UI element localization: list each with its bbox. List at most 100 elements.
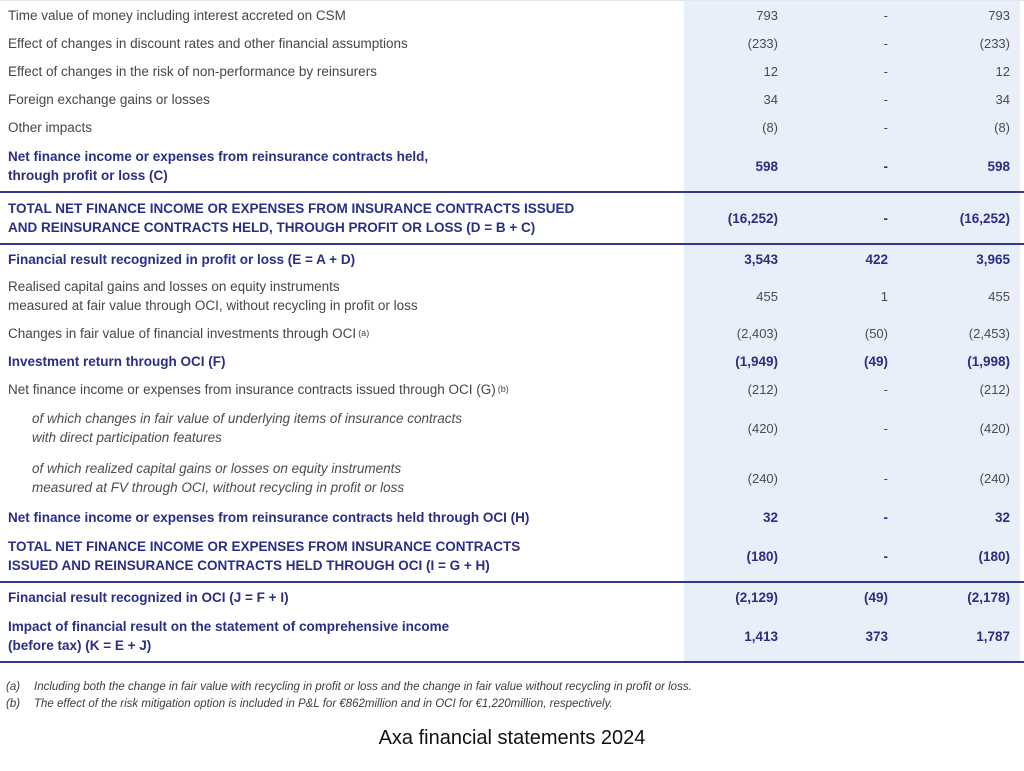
financial-result-table: Time value of money including interest a…	[0, 0, 1024, 663]
row-label: Investment return through OCI (F)	[0, 347, 684, 375]
value-cell-col1: (2,129)	[735, 589, 778, 605]
table-row: Investment return through OCI (F) (1,949)…	[0, 347, 1024, 375]
row-label: of which changes in fair value of underl…	[0, 403, 684, 453]
value-cell-col2: -	[883, 420, 888, 436]
footnote-text: Including both the change in fair value …	[34, 681, 692, 693]
row-label: Other impacts	[0, 113, 684, 141]
table-row: Net finance income or expenses from rein…	[0, 141, 1024, 193]
row-values-panel: (1,949) (49) (1,998)	[684, 347, 1020, 375]
value-cell-col3: 34	[995, 91, 1010, 107]
row-label: Impact of financial result on the statem…	[0, 611, 684, 661]
value-cell-col1: 598	[755, 158, 778, 174]
footnote: (b) The effect of the risk mitigation opt…	[6, 696, 1024, 713]
row-label: Effect of changes in discount rates and …	[0, 29, 684, 57]
value-cell-col1: (8)	[762, 119, 778, 135]
row-label: Net finance income or expenses from rein…	[0, 503, 684, 531]
row-values-panel: 455 1 455	[684, 273, 1020, 319]
value-cell-col2: (49)	[863, 353, 888, 369]
row-values-panel: (16,252) - (16,252)	[684, 193, 1020, 243]
table-row: Changes in fair value of financial inves…	[0, 319, 1024, 347]
row-label-text: Effect of changes in the risk of non-per…	[8, 63, 377, 79]
row-label-text: of which changes in fair value of underl…	[32, 411, 462, 445]
row-label-text: Impact of financial result on the statem…	[8, 619, 450, 653]
row-values-panel: (8) - (8)	[684, 113, 1020, 141]
value-cell-col3: 32	[994, 509, 1010, 525]
table-row: Other impacts (8) - (8)	[0, 113, 1024, 141]
table-row: Realised capital gains and losses on equ…	[0, 273, 1024, 319]
value-cell-col3: 3,965	[976, 251, 1010, 267]
value-cell-col2: -	[883, 509, 889, 525]
value-cell-col1: 34	[763, 91, 778, 107]
row-values-panel: (233) - (233)	[684, 29, 1020, 57]
table-row: Time value of money including interest a…	[0, 1, 1024, 29]
value-cell-col1: 12	[763, 63, 778, 79]
value-cell-col2: -	[883, 470, 888, 486]
row-label: TOTAL NET FINANCE INCOME OR EXPENSES FRO…	[0, 193, 684, 243]
row-label: Financial result recognized in OCI (J = …	[0, 583, 684, 611]
value-cell-col1: 455	[756, 288, 778, 304]
value-cell-col3: (2,178)	[967, 589, 1010, 605]
value-cell-col2: -	[883, 158, 889, 174]
table-row: Effect of changes in discount rates and …	[0, 29, 1024, 57]
row-label: Effect of changes in the risk of non-per…	[0, 57, 684, 85]
footnote: (a) Including both the change in fair val…	[6, 679, 1024, 696]
value-cell-col1: (212)	[747, 381, 778, 397]
footnote-marker: (a)	[6, 681, 21, 693]
value-cell-col3: 12	[995, 63, 1010, 79]
table-row: Net finance income or expenses from insu…	[0, 375, 1024, 403]
table-row: Effect of changes in the risk of non-per…	[0, 57, 1024, 85]
value-cell-col1: (2,403)	[736, 325, 778, 341]
row-label: Time value of money including interest a…	[0, 1, 684, 29]
page-caption: Axa financial statements 2024	[378, 727, 646, 749]
value-cell-col2: 373	[865, 628, 888, 644]
value-cell-col3: (420)	[979, 420, 1010, 436]
row-label: Foreign exchange gains or losses	[0, 85, 684, 113]
footnote-text: The effect of the risk mitigation option…	[34, 698, 613, 710]
row-values-panel: 598 - 598	[684, 141, 1020, 191]
footnote-marker: (b)	[6, 698, 21, 710]
row-label-text: of which realized capital gains or losse…	[32, 461, 405, 495]
row-label-text: Foreign exchange gains or losses	[8, 91, 210, 107]
row-label: Net finance income or expenses from insu…	[8, 381, 509, 397]
row-label: TOTAL NET FINANCE INCOME OR EXPENSES FRO…	[0, 531, 684, 581]
row-label: of which realized capital gains or losse…	[0, 453, 684, 503]
value-cell-col2: -	[883, 210, 889, 226]
value-cell-col3: (240)	[979, 470, 1010, 486]
value-cell-col3: 1,787	[976, 628, 1010, 644]
value-cell-col1: (233)	[747, 35, 778, 51]
value-cell-col3: (8)	[994, 119, 1010, 135]
value-cell-col2: -	[883, 548, 889, 564]
value-cell-col2: 1	[880, 288, 888, 304]
value-cell-col3: (233)	[979, 35, 1010, 51]
value-cell-col1: (420)	[747, 420, 778, 436]
row-values-panel: 12 - 12	[684, 57, 1020, 85]
footnotes: (a) Including both the change in fair val…	[0, 679, 1024, 713]
value-cell-col3: (180)	[978, 548, 1010, 564]
row-values-panel: (180) - (180)	[684, 531, 1020, 581]
row-label-text: Realised capital gains and losses on equ…	[8, 279, 418, 313]
value-cell-col3: 455	[988, 288, 1010, 304]
row-label-text: Financial result recognized in profit or…	[8, 251, 356, 267]
row-label: Net finance income or expenses from rein…	[0, 141, 684, 191]
row-label-text: TOTAL NET FINANCE INCOME OR EXPENSES FRO…	[8, 539, 521, 573]
value-cell-col2: -	[883, 35, 888, 51]
row-label: Changes in fair value of financial inves…	[8, 325, 370, 341]
row-label: Financial result recognized in profit or…	[0, 245, 684, 273]
row-values-panel: (240) - (240)	[684, 453, 1020, 503]
value-cell-col3: 598	[987, 158, 1010, 174]
value-cell-col2: -	[883, 381, 888, 397]
table-row: TOTAL NET FINANCE INCOME OR EXPENSES FRO…	[0, 193, 1024, 245]
table-row: TOTAL NET FINANCE INCOME OR EXPENSES FRO…	[0, 531, 1024, 583]
row-values-panel: 1,413 373 1,787	[684, 611, 1020, 661]
row-values-panel: 34 - 34	[684, 85, 1020, 113]
value-cell-col2: -	[883, 7, 888, 23]
row-label-text: Time value of money including interest a…	[8, 7, 346, 23]
value-cell-col3: (1,998)	[967, 353, 1010, 369]
value-cell-col2: 422	[865, 251, 888, 267]
row-label-text: Financial result recognized in OCI (J = …	[8, 589, 289, 605]
row-label-text: Net finance income or expenses from insu…	[8, 381, 496, 397]
value-cell-col1: (240)	[747, 470, 778, 486]
table-row: Foreign exchange gains or losses 34 - 34	[0, 85, 1024, 113]
value-cell-col1: 3,543	[744, 251, 778, 267]
table-row: of which changes in fair value of underl…	[0, 403, 1024, 453]
